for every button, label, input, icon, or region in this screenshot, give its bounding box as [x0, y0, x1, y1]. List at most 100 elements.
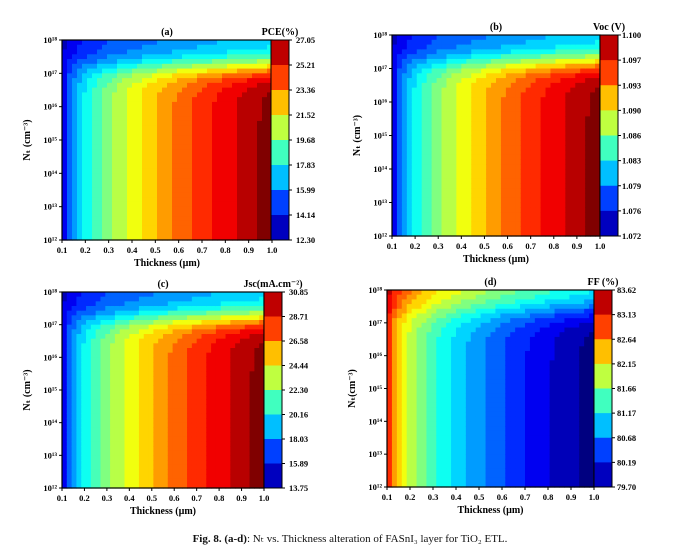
heatmap-cell	[90, 474, 97, 480]
heatmap-cell	[196, 310, 203, 316]
heatmap-cell	[237, 140, 243, 146]
heatmap-cell	[114, 441, 121, 447]
heatmap-cell	[396, 58, 403, 65]
heatmap-cell	[112, 211, 118, 217]
heatmap-cell	[466, 216, 472, 223]
heatmap-cell	[81, 483, 87, 489]
heatmap-cell	[416, 169, 423, 175]
heatmap-cell	[436, 140, 443, 146]
heatmap-cell	[486, 116, 492, 122]
heatmap-cell	[95, 483, 102, 489]
heatmap-cell	[446, 35, 453, 41]
heatmap-cell	[540, 164, 547, 170]
heatmap-cell	[505, 226, 512, 232]
heatmap-cell	[81, 413, 87, 419]
heatmap-cell	[525, 58, 532, 65]
heatmap-cell	[471, 87, 477, 94]
heatmap-cell	[147, 59, 153, 65]
heatmap-cell	[77, 182, 83, 189]
heatmap-cell	[152, 201, 158, 208]
heatmap-cell	[242, 101, 248, 108]
heatmap-cell	[406, 216, 413, 223]
heatmap-cell	[110, 301, 116, 307]
heatmap-cell	[426, 221, 433, 228]
heatmap-cell	[540, 116, 547, 122]
heatmap-cell	[132, 130, 138, 136]
heatmap-cell	[500, 149, 507, 156]
heatmap-cell	[560, 106, 566, 113]
heatmap-cell	[114, 301, 121, 307]
heatmap-cell	[100, 334, 106, 340]
heatmap-cell	[132, 201, 138, 208]
heatmap-cell	[456, 226, 462, 232]
heatmap-cell	[167, 87, 173, 93]
heatmap-cell	[590, 58, 596, 65]
heatmap-cell	[436, 116, 443, 122]
heatmap-cell	[110, 432, 116, 438]
heatmap-cell	[122, 63, 128, 70]
heatmap-cell	[510, 68, 517, 74]
heatmap-cell	[137, 197, 143, 203]
heatmap-cell	[595, 231, 601, 237]
heatmap-cell	[496, 140, 502, 146]
heatmap-cell	[446, 192, 453, 199]
heatmap-cell	[401, 207, 408, 213]
heatmap-cell	[86, 320, 92, 326]
heatmap-cell	[191, 376, 198, 382]
heatmap-cell	[456, 39, 462, 46]
heatmap-cell	[102, 173, 108, 179]
heatmap-cell	[520, 102, 527, 108]
heatmap-cell	[172, 404, 179, 410]
heatmap-cell	[147, 116, 153, 122]
heatmap-cell	[491, 164, 497, 170]
heatmap-cell	[570, 221, 576, 228]
heatmap-cell	[112, 149, 118, 155]
heatmap-cell	[441, 159, 448, 165]
heatmap-cell	[192, 211, 198, 217]
heatmap-cell	[66, 306, 73, 312]
heatmap-cell	[119, 334, 126, 340]
heatmap-cell	[580, 183, 586, 189]
heatmap-cell	[262, 230, 268, 236]
heatmap-cell	[172, 73, 178, 79]
heatmap-cell	[530, 173, 537, 180]
heatmap-cell	[555, 92, 561, 98]
heatmap-cell	[187, 225, 193, 232]
heatmap-cell	[92, 178, 98, 184]
heatmap-cell	[62, 78, 68, 84]
heatmap-cell	[97, 130, 103, 136]
heatmap-cell	[187, 404, 193, 410]
heatmap-cell	[67, 192, 73, 198]
heatmap-cell	[153, 348, 159, 354]
heatmap-cell	[62, 144, 68, 151]
heatmap-cell	[545, 226, 552, 232]
heatmap-cell	[481, 97, 487, 103]
heatmap-cell	[515, 154, 522, 161]
heatmap-cell	[237, 120, 243, 127]
heatmap-cell	[87, 163, 93, 170]
heatmap-cell	[87, 49, 93, 55]
heatmap-cell	[510, 173, 517, 180]
heatmap-cell	[262, 187, 268, 193]
heatmap-cell	[466, 231, 472, 237]
heatmap-cell	[153, 338, 159, 344]
heatmap-cell	[431, 121, 438, 127]
heatmap-cell	[153, 357, 159, 363]
heatmap-cell	[227, 154, 233, 160]
heatmap-cell	[252, 78, 258, 84]
heatmap-cell	[461, 35, 467, 41]
heatmap-cell	[267, 144, 273, 151]
heatmap-cell	[137, 120, 143, 127]
heatmap-cell	[62, 296, 68, 302]
heatmap-cell	[560, 73, 566, 79]
heatmap-cell	[510, 197, 517, 204]
heatmap-cell	[167, 292, 174, 298]
heatmap-cell	[441, 73, 448, 79]
heatmap-cell	[87, 235, 93, 241]
heatmap-cell	[148, 478, 154, 484]
heatmap-cell	[72, 44, 78, 51]
heatmap-cell	[202, 78, 208, 84]
heatmap-cell	[87, 182, 93, 189]
heatmap-cell	[570, 106, 576, 113]
heatmap-cell	[471, 183, 477, 189]
